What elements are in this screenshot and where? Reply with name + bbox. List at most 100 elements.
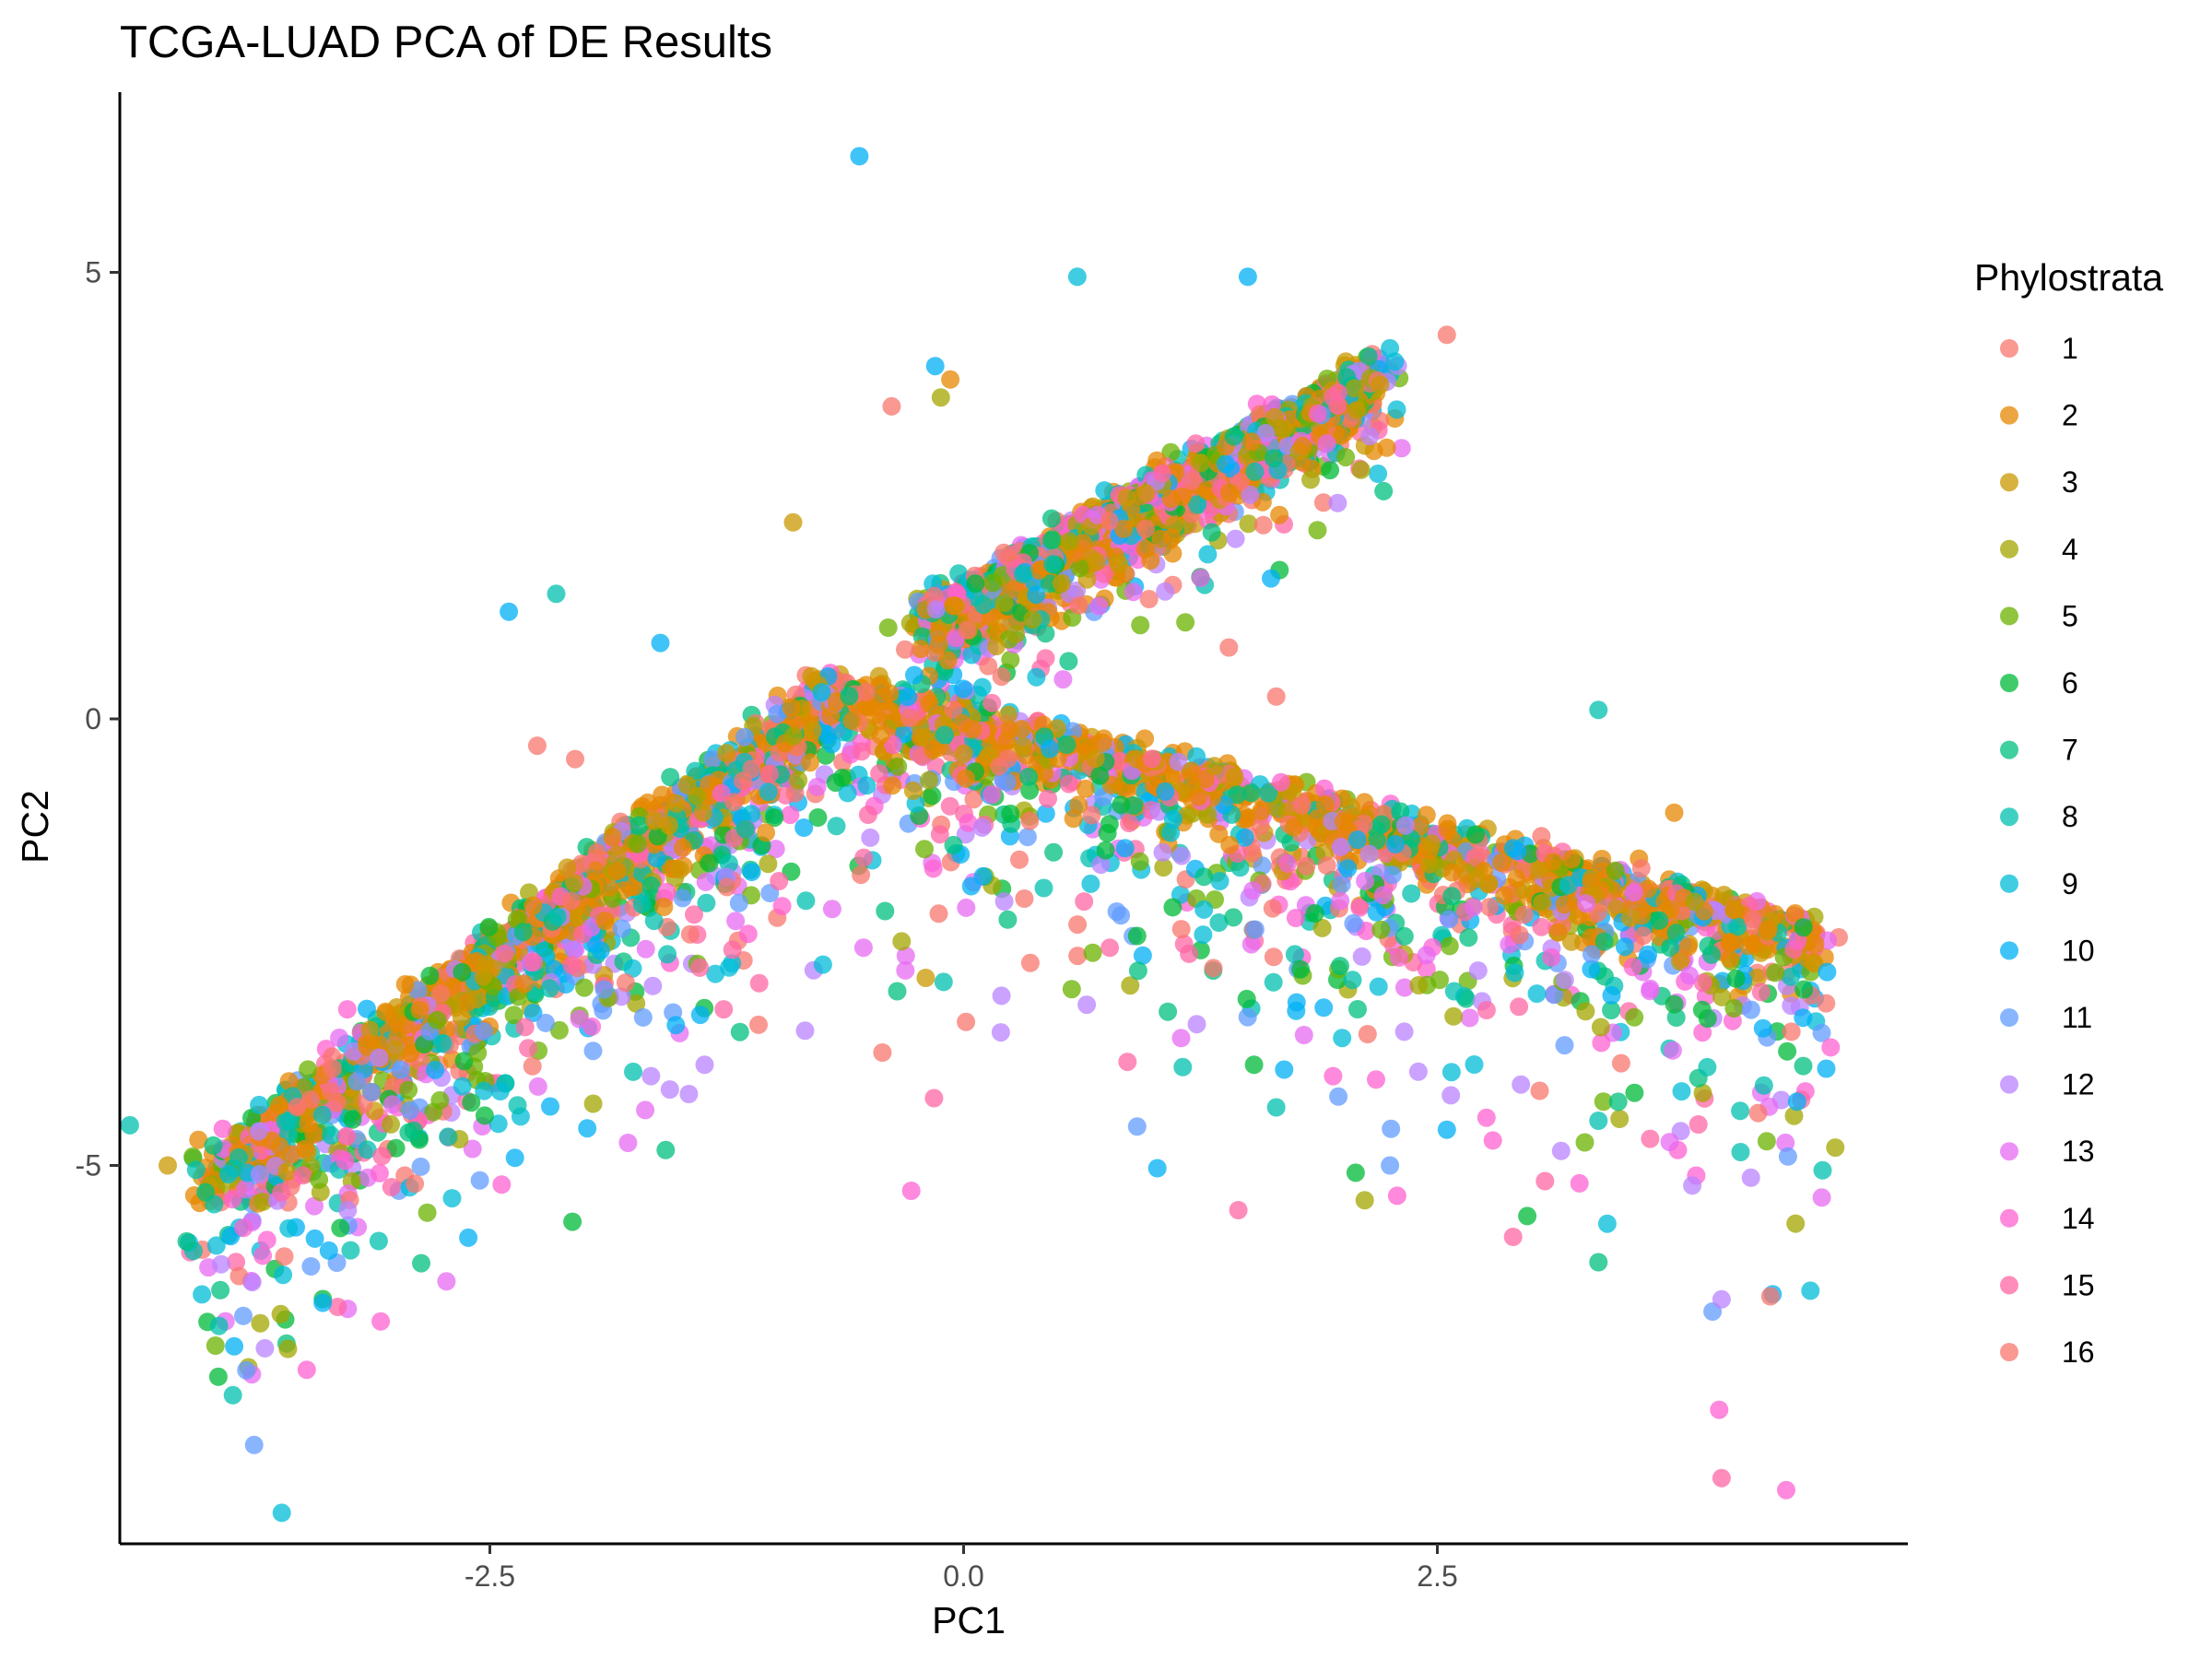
scatter-point <box>803 721 822 740</box>
scatter-point <box>1331 891 1350 911</box>
scatter-point <box>695 1055 714 1075</box>
scatter-point <box>990 757 1009 776</box>
scatter-point <box>892 932 912 951</box>
scatter-point <box>1308 521 1327 540</box>
scatter-point <box>1124 582 1143 602</box>
scatter-point <box>1096 841 1115 860</box>
scatter-point <box>1209 913 1229 932</box>
scatter-point <box>865 705 885 724</box>
scatter-point <box>900 709 920 727</box>
scatter-point <box>297 1360 316 1380</box>
scatter-point <box>1210 872 1230 890</box>
scatter-point <box>1806 935 1825 954</box>
scatter-point <box>1817 1059 1836 1078</box>
scatter-point <box>749 1015 768 1034</box>
scatter-point <box>641 877 661 895</box>
scatter-point <box>463 1139 482 1159</box>
scatter-point <box>337 1000 357 1019</box>
scatter-point <box>1623 958 1642 977</box>
scatter-point <box>1459 928 1478 947</box>
scatter-point <box>323 1059 342 1078</box>
scatter-point <box>1332 875 1351 894</box>
scatter-point <box>1173 1057 1193 1077</box>
scatter-point <box>1444 982 1464 1001</box>
scatter-point <box>1069 595 1088 615</box>
scatter-point <box>1159 1002 1178 1021</box>
scatter-point <box>278 1339 298 1359</box>
scatter-point <box>1660 1133 1679 1152</box>
scatter-point <box>382 1114 400 1134</box>
scatter-point <box>204 1135 223 1155</box>
scatter-point <box>1161 489 1181 508</box>
scatter-point <box>1597 1214 1617 1233</box>
scatter-point <box>225 1336 244 1356</box>
scatter-point <box>1142 749 1161 769</box>
scatter-point <box>738 924 758 944</box>
scatter-point <box>1440 910 1459 929</box>
scatter-point <box>1188 495 1207 514</box>
scatter-point <box>759 854 778 874</box>
scatter-point <box>1000 720 1019 739</box>
scatter-point <box>310 1170 329 1189</box>
scatter-point <box>1220 835 1240 854</box>
scatter-point <box>1198 545 1218 564</box>
scatter-point <box>979 656 998 676</box>
scatter-point <box>1264 972 1283 992</box>
scatter-point <box>900 614 920 633</box>
scatter-point <box>1631 859 1651 878</box>
scatter-point <box>934 972 953 992</box>
scatter-point <box>940 796 959 816</box>
scatter-point <box>1075 892 1094 912</box>
scatter-point <box>1294 1026 1313 1044</box>
scatter-point <box>749 973 769 993</box>
scatter-point <box>218 1165 238 1183</box>
scatter-point <box>1287 993 1306 1012</box>
scatter-point <box>279 1072 299 1091</box>
scatter-point <box>1787 1092 1806 1112</box>
scatter-point <box>873 1043 892 1062</box>
scatter-point <box>1176 613 1195 632</box>
scatter-point <box>974 595 993 615</box>
scatter-point <box>1041 531 1061 550</box>
scatter-point <box>277 1162 297 1182</box>
scatter-point <box>1163 810 1182 829</box>
scatter-point <box>690 958 710 977</box>
scatter-point <box>1059 652 1078 671</box>
scatter-point <box>391 1060 410 1079</box>
scatter-point <box>1666 924 1686 943</box>
scatter-point <box>1741 1168 1760 1187</box>
scatter-point <box>697 893 716 912</box>
scatter-point <box>1197 480 1217 500</box>
scatter-point <box>1244 1055 1264 1075</box>
scatter-point <box>523 1056 542 1076</box>
scatter-point <box>250 1165 269 1184</box>
scatter-point <box>1082 806 1101 825</box>
scatter-point <box>648 827 667 846</box>
scatter-point <box>399 1123 418 1142</box>
scatter-point <box>470 1171 489 1190</box>
scatter-point <box>1194 867 1214 887</box>
scatter-point <box>794 818 814 837</box>
scatter-point <box>612 919 631 938</box>
scatter-point <box>1100 938 1120 958</box>
scatter-point <box>1039 789 1057 808</box>
scatter-point <box>575 978 594 997</box>
scatter-point <box>1594 1092 1613 1112</box>
scatter-point <box>666 1016 686 1035</box>
scatter-point <box>693 803 712 822</box>
scatter-point <box>1483 1131 1502 1150</box>
scatter-point <box>858 806 877 824</box>
scatter-point <box>920 694 939 713</box>
scatter-point <box>1241 935 1261 954</box>
scatter-point <box>1817 994 1836 1013</box>
scatter-point <box>1275 1060 1294 1079</box>
scatter-point <box>706 964 725 983</box>
scatter-point <box>515 1018 535 1037</box>
scatter-point <box>211 1254 230 1274</box>
scatter-point <box>1468 961 1488 981</box>
scatter-point <box>1285 945 1304 964</box>
scatter-point <box>1314 779 1334 798</box>
scatter-point <box>972 677 992 697</box>
scatter-point <box>838 783 857 803</box>
scatter-point <box>1387 1186 1406 1206</box>
